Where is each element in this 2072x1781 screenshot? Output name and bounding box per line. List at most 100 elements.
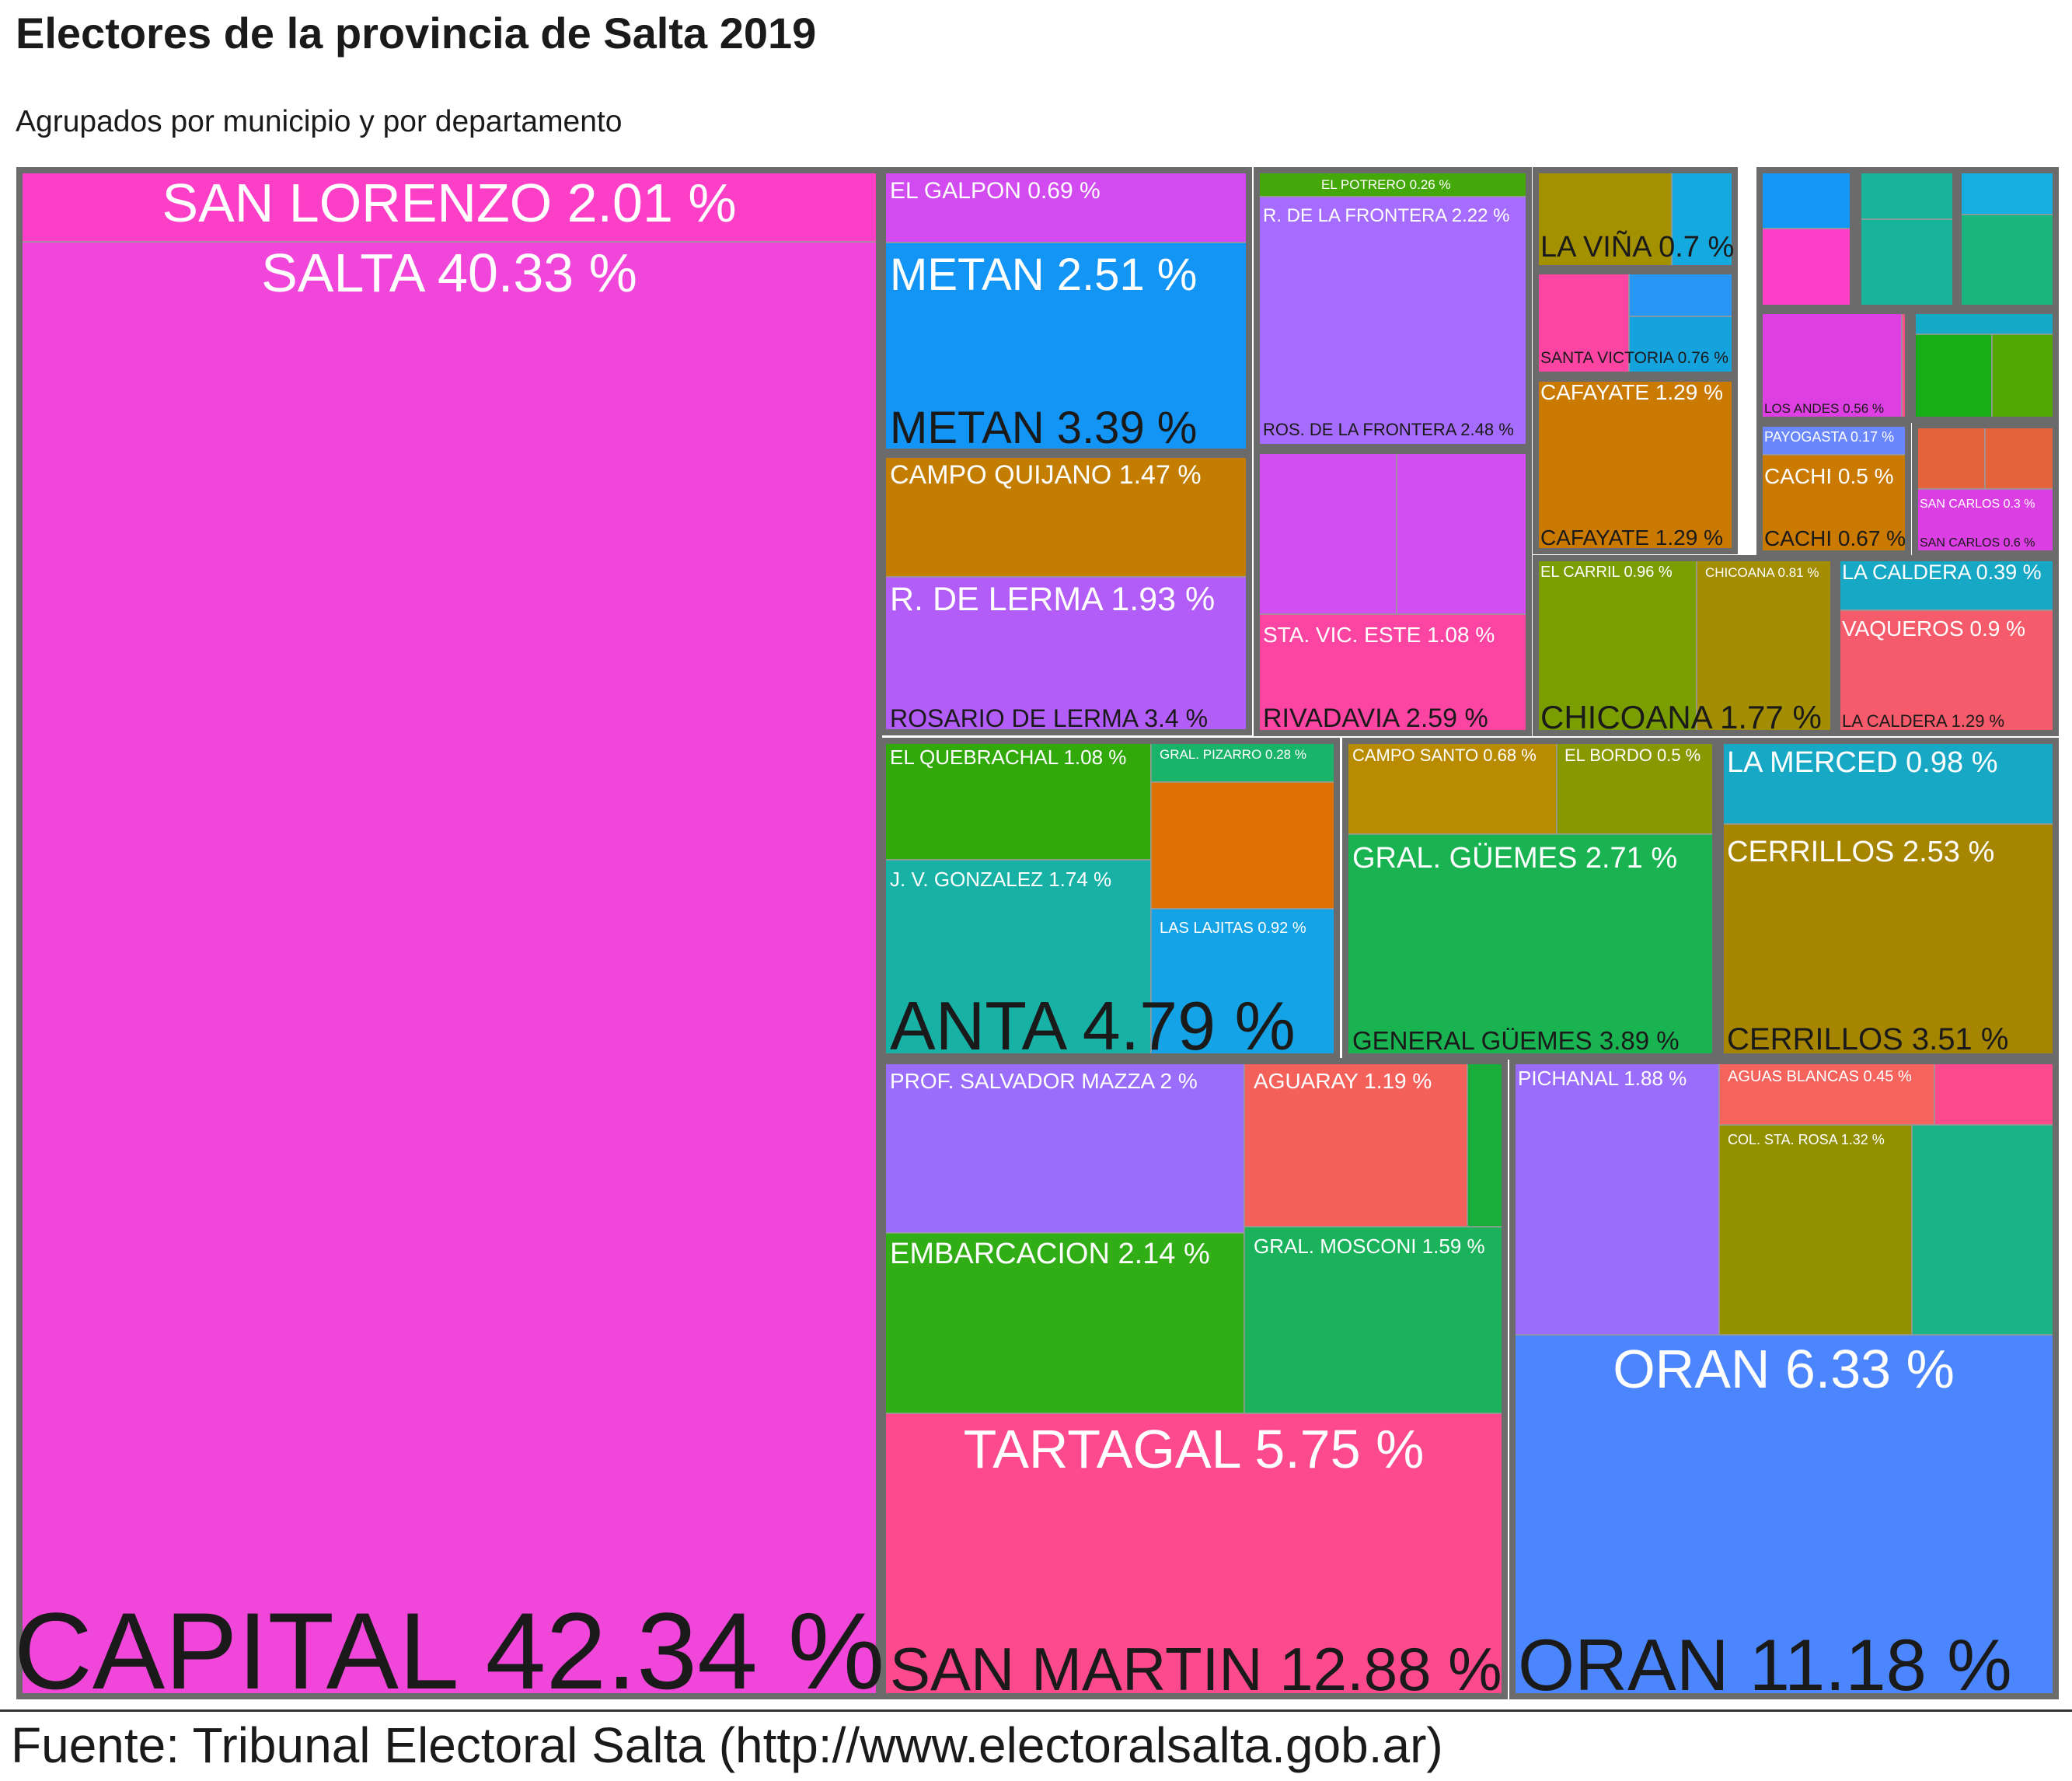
municipality-tile-r-de-la-frontera — [1256, 196, 1530, 448]
municipality-label-la-caldera: LA CALDERA 0.39 % — [1842, 560, 2042, 584]
municipality-label-san-lorenzo: SAN LORENZO 2.01 % — [162, 173, 736, 233]
department-label-los-andes: LOS ANDES 0.56 % — [1764, 401, 1884, 416]
department-border-san-martin — [880, 1058, 1508, 1699]
municipality-label-vaqueros: VAQUEROS 0.9 % — [1842, 616, 2025, 641]
municipality-tile-las-lajitas — [1150, 908, 1338, 1057]
municipality-tile-cafayate — [1535, 378, 1735, 552]
municipality-label-embarcacion: EMBARCACION 2.14 % — [890, 1238, 1210, 1270]
municipality-label-payogasta: PAYOGASTA 0.17 % — [1764, 429, 1894, 445]
department-label-rivadavia: RIVADAVIA 2.59 % — [1263, 704, 1488, 733]
municipality-tile-san-lorenzo — [19, 169, 880, 243]
municipality-tile-campo-santo — [1345, 740, 1557, 835]
municipality-label-campo-santo: CAMPO SANTO 0.68 % — [1352, 746, 1537, 765]
municipality-tile-d17-m0 — [1914, 424, 1986, 490]
department-label-capital: CAPITAL 42.34 % — [14, 1590, 885, 1710]
department-border-d21 — [1910, 308, 2059, 423]
municipality-tile-d11-m1 — [1628, 267, 1735, 317]
source-caption: Fuente: Tribunal Electoral Salta (http:/… — [11, 1717, 1443, 1773]
municipality-tile-d3-m3 — [1150, 781, 1338, 910]
municipality-tile-col-sta-rosa — [1718, 1124, 1913, 1336]
municipality-label-chicoana: CHICOANA 0.81 % — [1705, 565, 1819, 580]
municipality-label-aguas-blancas: AGUAS BLANCAS 0.45 % — [1728, 1068, 1912, 1085]
municipality-label-gral-guemes: GRAL. GÜEMES 2.71 % — [1352, 842, 1677, 875]
municipality-tile-d18-m1 — [1759, 228, 1854, 309]
department-border-d18 — [1756, 167, 1856, 311]
municipality-tile-el-bordo — [1556, 740, 1716, 835]
department-label-anta: ANTA 4.79 % — [890, 987, 1296, 1064]
municipality-label-gral-pizarro: GRAL. PIZARRO 0.28 % — [1160, 747, 1306, 762]
municipality-label-el-carril: EL CARRIL 0.96 % — [1540, 564, 1673, 581]
department-label-cachi: CACHI 0.67 % — [1764, 526, 1906, 550]
municipality-tile-d21-m0 — [1912, 310, 2056, 335]
municipality-label-r-de-la-frontera: R. DE LA FRONTERA 2.22 % — [1263, 205, 1509, 226]
municipality-tile-d2-m5 — [1911, 1124, 2056, 1336]
department-label-la-vina: LA VIÑA 0.7 % — [1540, 230, 1734, 264]
municipality-label-la-merced: LA MERCED 0.98 % — [1727, 746, 1997, 779]
municipality-label-gral-mosconi: GRAL. MOSCONI 1.59 % — [1254, 1234, 1485, 1258]
municipality-tile-campo-quijano — [882, 454, 1250, 578]
department-border-chicoana — [1533, 555, 1837, 736]
department-label-metan: METAN 3.39 % — [890, 403, 1197, 453]
department-label-santa-victoria: SANTA VICTORIA 0.76 % — [1540, 349, 1728, 367]
municipality-tile-el-carril — [1535, 557, 1697, 734]
municipality-label-cafayate: CAFAYATE 1.29 % — [1540, 380, 1723, 404]
municipality-tile-tartagal — [882, 1413, 1505, 1697]
municipality-tile-d2-m3 — [1934, 1060, 2056, 1126]
municipality-tile-j-v-gonzalez — [882, 859, 1152, 1057]
municipality-tile-san-carlos — [1914, 488, 2056, 554]
department-label-san-martin: SAN MARTIN 12.88 % — [890, 1635, 1502, 1703]
municipality-label-tartagal: TARTAGAL 5.75 % — [964, 1419, 1425, 1479]
municipality-label-oran: ORAN 6.33 % — [1613, 1339, 1955, 1399]
municipality-tile-d19-m0 — [1857, 169, 1956, 220]
municipality-tile-d21-m1 — [1912, 334, 1993, 421]
department-border-la-caldera — [1834, 555, 2059, 736]
municipality-label-el-galpon: EL GALPON 0.69 % — [890, 178, 1101, 204]
municipality-label-j-v-gonzalez: J. V. GONZALEZ 1.74 % — [890, 868, 1111, 891]
municipality-tile-d21-m2 — [1991, 334, 2056, 421]
municipality-tile-d10-m0 — [1535, 169, 1673, 272]
municipality-label-salta: SALTA 40.33 % — [261, 243, 637, 303]
municipality-label-sta-vic-este: STA. VIC. ESTE 1.08 % — [1263, 623, 1495, 647]
department-border-general-guemes — [1342, 738, 1718, 1060]
municipality-label-campo-quijano: CAMPO QUIJANO 1.47 % — [890, 460, 1202, 490]
department-label-san-carlos: SAN CARLOS 0.6 % — [1920, 536, 2035, 550]
department-label-ros-de-la-frontera: ROS. DE LA FRONTERA 2.48 % — [1263, 420, 1514, 439]
department-label-general-guemes: GENERAL GÜEMES 3.89 % — [1352, 1026, 1680, 1055]
treemap-chart: SALTA 40.33 % SAN LORENZO 2.01 % TARTAGAL … — [14, 167, 2059, 1710]
caption-divider — [0, 1709, 2072, 1712]
municipality-tile-aguaray — [1244, 1060, 1468, 1227]
municipality-tile-salta — [19, 241, 880, 1697]
municipality-tile-metan — [882, 242, 1250, 452]
municipality-label-prof-salvador-mazza: PROF. SALVADOR MAZZA 2 % — [890, 1069, 1198, 1093]
municipality-label-el-potrero: EL POTRERO 0.26 % — [1321, 177, 1451, 192]
municipality-label-pichanal: PICHANAL 1.88 % — [1518, 1067, 1687, 1090]
municipality-tile-d11-m2 — [1628, 316, 1735, 375]
municipality-label-el-bordo: EL BORDO 0.5 % — [1564, 746, 1701, 765]
chart-title: Electores de la provincia de Salta 2019 — [16, 9, 817, 58]
municipality-tile-gral-pizarro — [1150, 740, 1338, 783]
municipality-label-aguaray: AGUARAY 1.19 % — [1254, 1069, 1432, 1093]
municipality-tile-d19-m1 — [1857, 218, 1956, 309]
municipality-tile-d18-m0 — [1759, 169, 1854, 229]
department-border-capital — [16, 167, 882, 1699]
municipality-tile-pichanal — [1512, 1060, 1720, 1336]
department-border-oran — [1509, 1058, 2059, 1699]
chart-subtitle: Agrupados por municipio y por departamen… — [16, 105, 623, 138]
municipality-label-las-lajitas: LAS LAJITAS 0.92 % — [1160, 920, 1306, 937]
department-label-chicoana: CHICOANA 1.77 % — [1540, 699, 1822, 735]
department-label-cafayate: CAFAYATE 1.29 % — [1540, 526, 1723, 550]
department-border-cafayate — [1533, 375, 1738, 554]
municipality-label-cachi: CACHI 0.5 % — [1764, 464, 1894, 488]
municipality-tile-d20-m0 — [1958, 169, 2056, 215]
municipality-label-cerrillos: CERRILLOS 2.53 % — [1727, 836, 1994, 868]
municipality-tile-chicoana — [1696, 557, 1834, 734]
municipality-tile-aguas-blancas — [1718, 1060, 1935, 1126]
municipality-label-r-de-lerma: R. DE LERMA 1.93 % — [890, 581, 1215, 618]
department-border-rosario-de-lerma — [880, 452, 1252, 735]
municipality-tile-oran — [1512, 1334, 2056, 1697]
department-border-cerrillos — [1718, 738, 2059, 1060]
municipality-label-san-carlos: SAN CARLOS 0.3 % — [1920, 498, 2035, 511]
department-border-anta — [880, 738, 1340, 1060]
municipality-tile-d10-m1 — [1671, 169, 1735, 272]
municipality-tile-embarcacion — [882, 1232, 1245, 1414]
